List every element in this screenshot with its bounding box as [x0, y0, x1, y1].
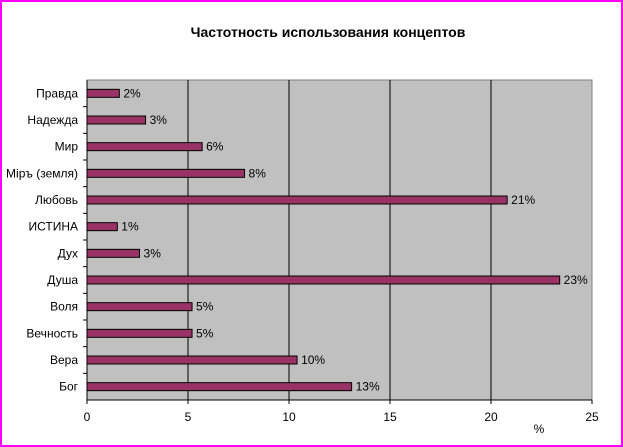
category-label: Дух [58, 246, 78, 260]
bar [86, 382, 353, 392]
x-axis-label: % [534, 422, 545, 436]
bar [86, 275, 561, 285]
x-tick-label: 0 [84, 410, 91, 424]
data-label: 1% [121, 220, 139, 234]
category-label: Міръ (земля) [6, 166, 78, 180]
bar [86, 222, 118, 232]
bar [86, 195, 508, 205]
x-tick-label: 25 [585, 410, 599, 424]
chart-title: Частотность использования концептов [191, 24, 466, 40]
bars [86, 88, 561, 392]
x-axis-ticks: 0 5 10 15 20 25 [84, 400, 599, 424]
bar [86, 248, 141, 258]
x-tick-label: 15 [383, 410, 397, 424]
data-label: 5% [196, 300, 214, 314]
bar [86, 115, 147, 125]
bar [86, 302, 193, 312]
data-label: 13% [356, 380, 380, 394]
data-label: 23% [564, 273, 588, 287]
data-label: 21% [511, 193, 535, 207]
bar [86, 168, 246, 178]
category-labels: Правда Надежда Мир Міръ (земля) Любовь ИСТИНА… [6, 86, 87, 394]
data-label: 6% [206, 140, 224, 154]
data-label: 10% [301, 353, 325, 367]
bar [86, 142, 203, 152]
category-label: Мир [55, 140, 79, 154]
data-label: 2% [123, 86, 141, 100]
data-label: 3% [144, 246, 162, 260]
x-tick-label: 5 [185, 410, 192, 424]
category-label: Правда [36, 86, 78, 100]
data-label: 5% [196, 326, 214, 340]
category-label: Любовь [35, 193, 78, 207]
data-label: 3% [150, 113, 168, 127]
category-label: Вера [50, 353, 78, 367]
x-tick-label: 10 [282, 410, 296, 424]
category-label: Надежда [27, 113, 78, 127]
data-labels: 2% 3% 6% 8% 21% 1% 3% 23% 5% 5% 10% 13% [121, 86, 588, 393]
data-label: 8% [249, 166, 267, 180]
category-label: ИСТИНА [28, 220, 78, 234]
bar [86, 355, 298, 365]
plot-area [86, 79, 593, 401]
x-tick-label: 20 [484, 410, 498, 424]
category-label: Воля [50, 300, 78, 314]
category-label: Бог [59, 380, 79, 394]
bar [86, 88, 120, 98]
category-label: Вечность [26, 326, 78, 340]
bar [86, 328, 193, 338]
category-label: Душа [47, 273, 78, 287]
